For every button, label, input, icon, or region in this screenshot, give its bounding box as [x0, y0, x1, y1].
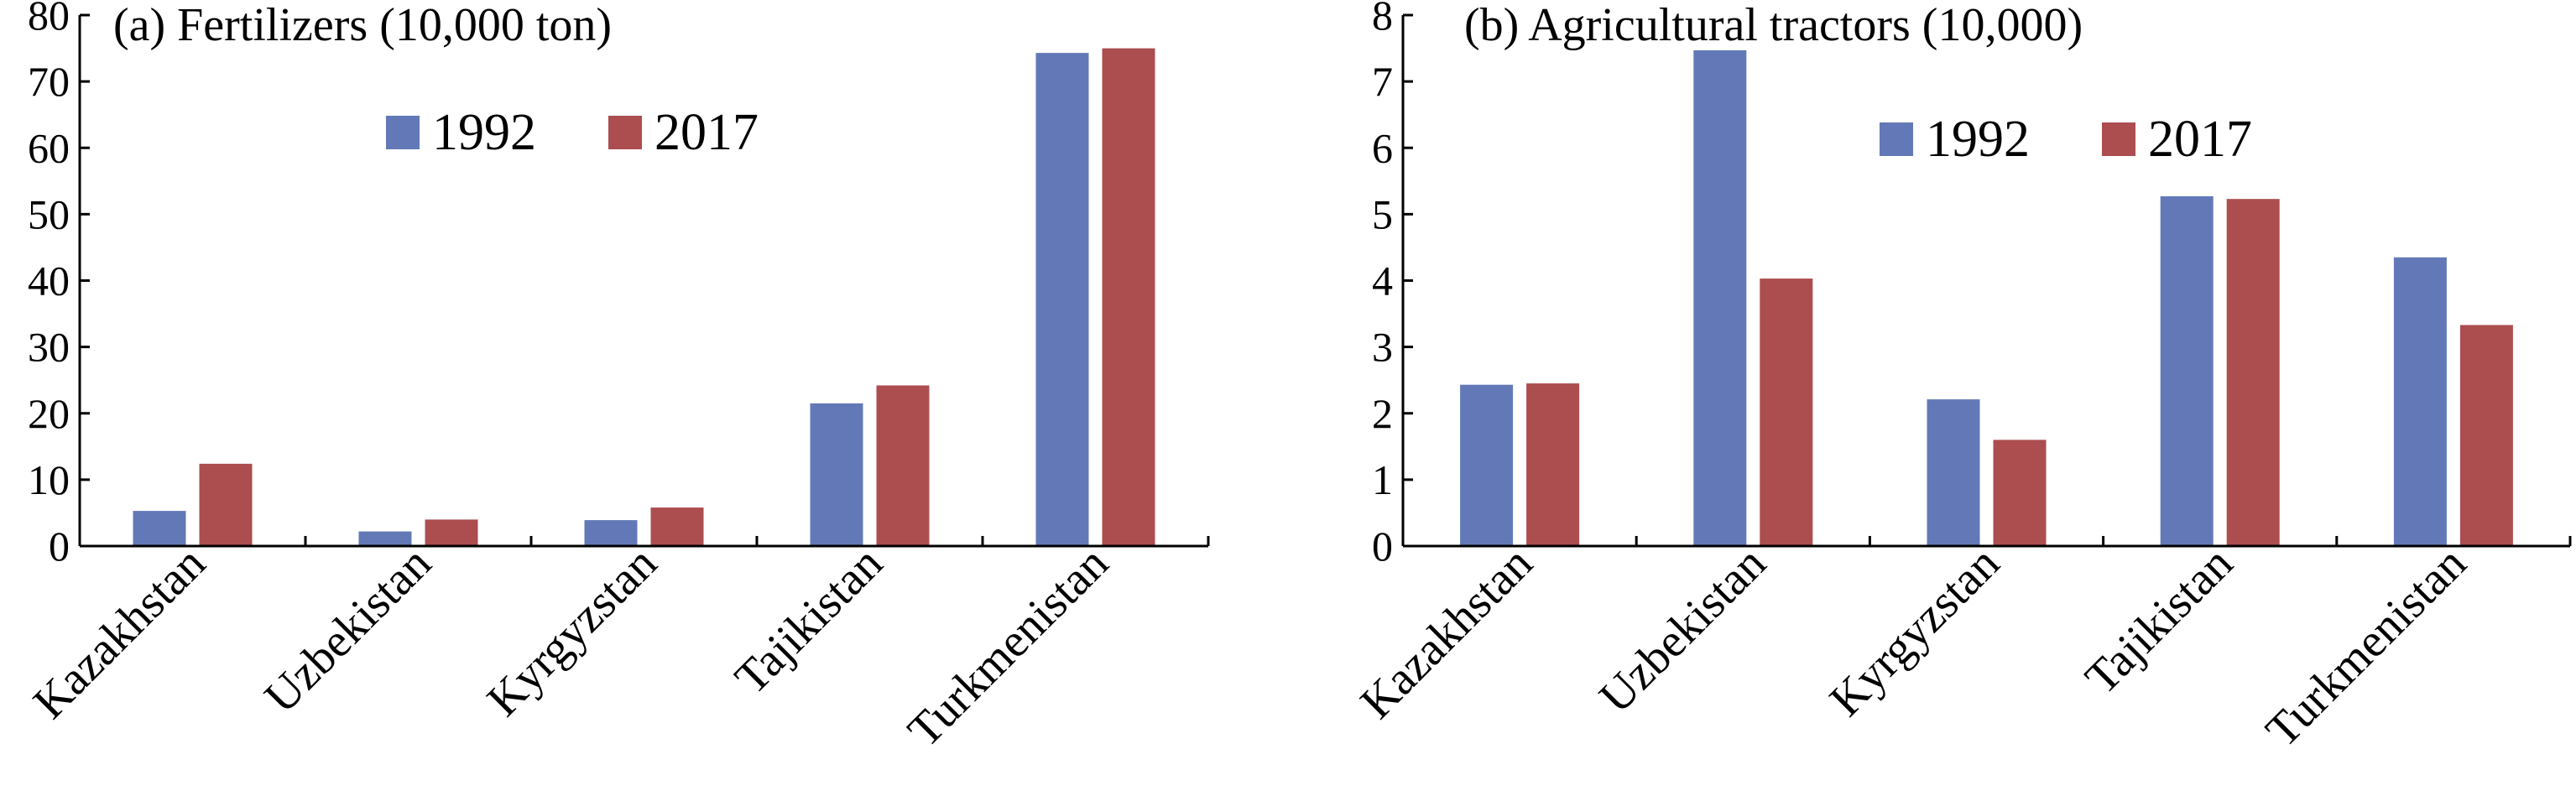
y-tick-label-a-40: 40: [28, 258, 70, 304]
bar-2017-kazakhstan: [1526, 383, 1580, 546]
legend-label-2017: 2017: [654, 104, 759, 161]
y-tick-label-b-1: 1: [1372, 456, 1393, 503]
legend-swatch-1992: [386, 116, 420, 149]
y-tick-label-a-50: 50: [28, 190, 70, 237]
bar-2017-uzbekistan: [1760, 278, 1813, 546]
panel-a-title: (a) Fertilizers (10,000 ton): [113, 0, 612, 51]
panel-tractors: (b) Agricultural tractors (10,000) 0 1 2 3 4…: [1351, 0, 2572, 757]
bar-1992-tajikistan: [2160, 196, 2214, 546]
category-label-b-tajikistan: Tajikistan: [2075, 537, 2242, 704]
category-label-a-tajikistan: Tajikistan: [725, 537, 892, 704]
y-tick-label-b-5: 5: [1372, 190, 1393, 237]
bar-1992-kyrgyzstan: [584, 520, 638, 546]
bar-1992-kazakhstan: [1460, 384, 1514, 546]
category-label-a-uzbekistan: Uzbekistan: [255, 537, 441, 723]
legend-swatch-2017: [2102, 122, 2135, 156]
bar-2017-kyrgyzstan: [650, 507, 704, 546]
bar-2017-kazakhstan: [199, 463, 253, 546]
category-label-a-turkmenistan: Turkmenistan: [898, 537, 1118, 757]
y-tick-label-a-30: 30: [28, 324, 70, 371]
bar-2017-turkmenistan: [1102, 48, 1155, 547]
legend-label-1992: 1992: [432, 104, 536, 161]
legend-swatch-2017: [608, 116, 642, 149]
bar-1992-kazakhstan: [133, 511, 186, 546]
bar-2017-kyrgyzstan: [1993, 440, 2047, 546]
y-tick-label-a-0: 0: [49, 523, 70, 570]
bar-1992-uzbekistan: [358, 531, 412, 546]
legend-a: 1992 2017: [386, 104, 759, 161]
bar-2017-tajikistan: [876, 385, 930, 546]
y-tick-label-a-80: 80: [28, 0, 70, 39]
y-tick-label-b-4: 4: [1372, 258, 1393, 304]
y-tick-label-b-3: 3: [1372, 324, 1393, 371]
bar-1992-tajikistan: [810, 403, 863, 546]
bar-2017-uzbekistan: [425, 519, 478, 546]
y-tick-label-b-7: 7: [1372, 58, 1393, 105]
y-tick-label-b-8: 8: [1372, 0, 1393, 39]
panel-fertilizers: (a) Fertilizers (10,000 ton) 0 10 20 30 40 50…: [23, 0, 1210, 757]
y-tick-label-a-10: 10: [28, 456, 70, 503]
bar-2017-turkmenistan: [2459, 325, 2513, 546]
y-tick-label-a-60: 60: [28, 124, 70, 171]
y-tick-label-b-2: 2: [1372, 390, 1393, 437]
legend-swatch-1992: [1880, 122, 1913, 156]
bar-1992-kyrgyzstan: [1927, 399, 1980, 546]
bar-1992-uzbekistan: [1693, 49, 1747, 546]
legend-b: 1992 2017: [1880, 111, 2252, 168]
legend-label-2017: 2017: [2148, 111, 2252, 168]
panel-b-title: (b) Agricultural tractors (10,000): [1464, 0, 2083, 51]
category-label-b-turkmenistan: Turkmenistan: [2256, 537, 2476, 757]
y-tick-label-a-20: 20: [28, 390, 70, 437]
category-label-b-kyrgyzstan: Kyrgyzstan: [1820, 537, 2010, 726]
y-tick-label-b-0: 0: [1372, 523, 1393, 570]
bar-1992-turkmenistan: [2393, 257, 2447, 546]
y-tick-label-b-6: 6: [1372, 124, 1393, 171]
category-label-a-kyrgyzstan: Kyrgyzstan: [477, 537, 667, 726]
y-tick-label-a-70: 70: [28, 58, 70, 105]
legend-label-1992: 1992: [1926, 111, 2030, 168]
category-label-b-uzbekistan: Uzbekistan: [1590, 537, 1776, 723]
bar-1992-turkmenistan: [1035, 53, 1089, 547]
bar-2017-tajikistan: [2226, 199, 2280, 546]
